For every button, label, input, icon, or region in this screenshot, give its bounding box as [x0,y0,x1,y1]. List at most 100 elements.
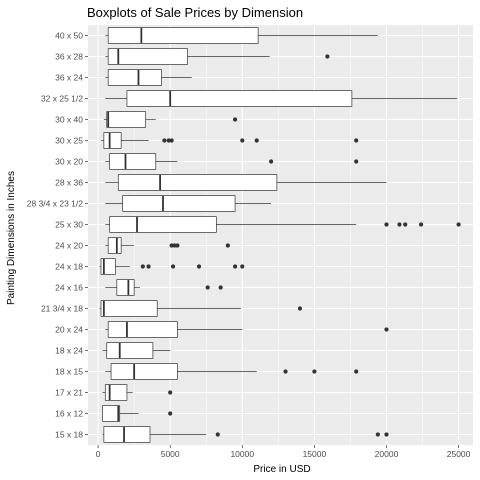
outlier-point [215,432,220,437]
box-group [105,69,192,86]
y-tick-label: 36 x 28 [55,52,83,62]
iqr-box [107,237,122,254]
outlier-point [205,285,210,290]
box-group [105,90,458,107]
x-axis: 0 5000 10000 15000 20000 25000 [96,445,471,459]
iqr-box [107,48,188,65]
x-axis-title: Price in USD [253,464,310,475]
y-tick-label: 24 x 16 [55,283,83,293]
box-group [100,132,359,149]
outlier-point [418,222,424,227]
iqr-box [103,132,122,149]
outlier-point [354,369,359,374]
boxplot-series [99,27,461,443]
outlier-point [232,264,238,269]
iqr-box [110,363,178,380]
box-group [105,237,230,254]
iqr-box [107,69,162,86]
iqr-box [103,426,151,443]
iqr-box [109,153,157,170]
outlier-point [375,432,380,437]
iqr-box [102,405,121,422]
outlier-point [172,243,177,248]
chart-title: Boxplots of Sale Prices by Dimension [87,5,303,20]
iqr-box [100,300,158,317]
y-tick-label: 30 x 25 [55,136,83,146]
box-group [105,48,330,65]
outlier-point [283,369,288,374]
y-tick-label: 18 x 15 [55,367,83,377]
outlier-point [354,159,359,164]
box-group [105,174,387,191]
x-tick-label: 20000 [375,449,399,459]
outlier-point [166,138,171,143]
outlier-point [232,117,238,122]
outlier-point [225,243,230,248]
iqr-box [106,342,154,359]
outlier-point [384,327,389,332]
y-tick-label: 28 3/4 x 23 1/2 [27,199,84,209]
y-tick-label: 32 x 25 1/2 [41,94,83,104]
y-tick-label: 17 x 21 [55,388,83,398]
iqr-box [107,27,259,44]
box-group [105,321,389,338]
iqr-box [116,279,135,296]
y-tick-label: 24 x 18 [55,262,83,272]
outlier-point [384,222,389,227]
box-group [105,363,359,380]
outlier-point [175,243,180,248]
y-axis-title: Painting Dimensions in Inches [6,171,17,305]
y-tick-label: 40 x 50 [55,31,83,41]
outlier-point [170,264,176,269]
outlier-point [168,411,173,416]
x-tick-label: 5000 [161,449,180,459]
y-tick-label: 25 x 30 [55,220,83,230]
iqr-box [122,195,236,212]
box-group [99,300,303,317]
y-tick-label: 16 x 12 [55,409,83,419]
outlier-point [218,285,223,290]
outlier-point [169,138,174,143]
box-group [105,27,378,44]
outlier-point [168,390,173,395]
box-group [105,153,359,170]
outlier-point [269,159,274,164]
iqr-box [117,174,278,191]
iqr-box [106,111,147,128]
y-tick-label: 36 x 24 [55,73,83,83]
y-tick-label: 30 x 40 [55,115,83,125]
outlier-point [297,306,303,311]
y-tick-label: 30 x 20 [55,157,83,167]
box-group [99,258,245,275]
y-tick-label: 15 x 18 [55,430,83,440]
outlier-point [240,264,245,269]
outlier-point [162,138,167,143]
iqr-box [107,321,178,338]
x-tick-label: 15000 [303,449,327,459]
outlier-point [169,243,174,248]
box-group [103,111,238,128]
y-tick-label: 28 x 36 [55,178,83,188]
y-tick-label: 24 x 20 [55,241,83,251]
iqr-box [126,90,353,107]
outlier-point [312,369,317,374]
box-group [102,384,173,401]
outlier-point [254,138,259,143]
iqr-box [109,216,217,233]
outlier-point [403,222,408,227]
outlier-point [146,264,151,269]
outlier-point [325,54,330,59]
box-group [102,405,173,422]
x-tick-label: 25000 [447,449,471,459]
box-group [102,426,389,443]
box-group [105,195,272,212]
y-tick-label: 21 3/4 x 18 [41,304,83,314]
plot-panel [88,25,473,445]
outlier-point [140,264,145,269]
outlier-point [240,138,245,143]
x-tick-label: 0 [96,449,101,459]
x-tick-label: 10000 [230,449,254,459]
outlier-point [456,222,461,227]
outlier-point [354,138,359,143]
